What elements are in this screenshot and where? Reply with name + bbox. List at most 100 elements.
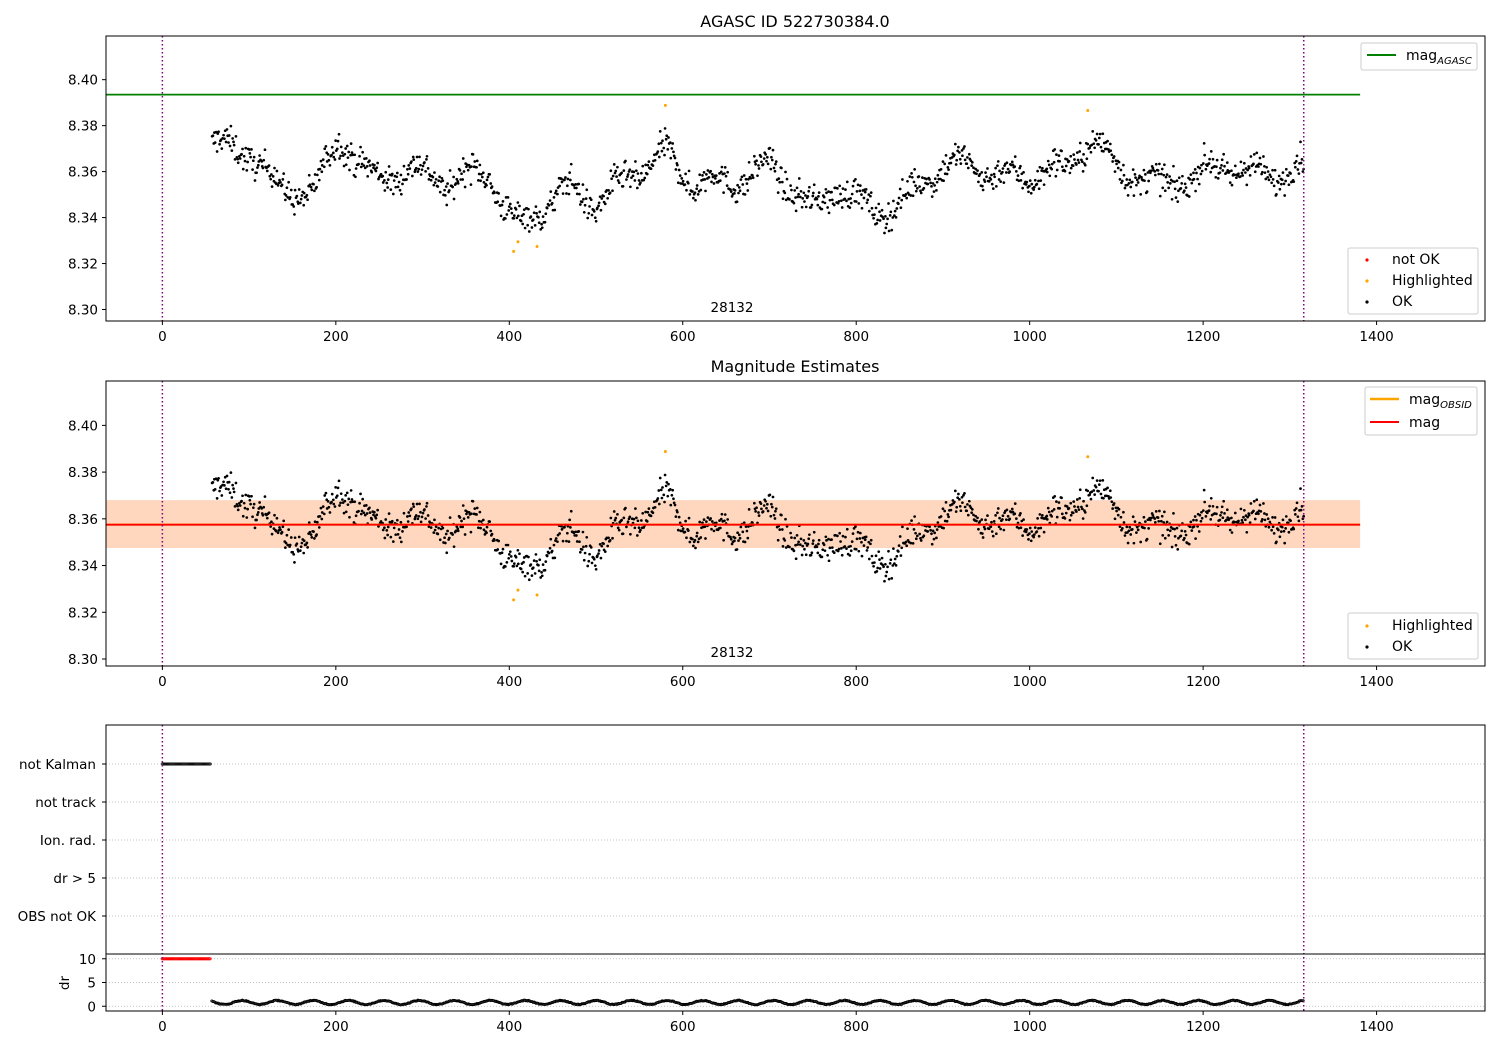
data-point-ok	[1002, 528, 1006, 532]
data-point-ok	[299, 545, 303, 549]
data-point-ok	[341, 151, 344, 154]
data-point-ok	[438, 538, 442, 542]
data-point-ok	[341, 498, 344, 501]
data-point-ok	[232, 143, 236, 147]
flag-point	[201, 762, 205, 766]
data-point-ok	[977, 180, 980, 184]
data-point-ok	[978, 520, 982, 523]
data-point-ok	[386, 186, 389, 189]
data-point-ok	[695, 531, 699, 535]
data-point-ok	[949, 508, 953, 512]
legend-label-mag-obsid: magOBSID	[1409, 392, 1472, 411]
data-point-ok	[1080, 507, 1084, 511]
data-point-ok	[824, 535, 828, 539]
data-point-ok	[540, 226, 544, 230]
flag-point	[182, 762, 186, 766]
data-point-ok	[963, 505, 967, 509]
data-point-ok	[985, 175, 988, 179]
data-point-ok	[739, 525, 743, 529]
data-point-ok	[751, 174, 754, 177]
data-point-ok	[754, 510, 757, 513]
data-point-ok	[797, 192, 800, 196]
data-point-ok	[320, 164, 324, 167]
data-point-ok	[893, 557, 897, 561]
data-point-ok	[299, 197, 303, 201]
data-point-ok	[426, 167, 430, 170]
legend-lines: magOBSID mag	[1364, 386, 1478, 436]
data-point-ok	[436, 532, 440, 536]
data-point-highlighted	[535, 245, 539, 249]
data-point-ok	[566, 531, 569, 535]
data-point-ok	[269, 525, 273, 528]
data-point-ok	[657, 155, 661, 159]
p1-axes: 0 200 400 600 800 1000 1200 14008.308.328.348.3…	[68, 73, 1394, 345]
data-point-ok	[810, 203, 814, 207]
data-point-ok	[543, 220, 547, 224]
data-point-ok	[1033, 178, 1037, 182]
data-point-ok	[1300, 157, 1304, 161]
data-point-ok	[1163, 536, 1167, 540]
data-point-ok	[1133, 173, 1137, 176]
data-point-ok	[609, 516, 613, 520]
data-point-ok	[1255, 498, 1259, 502]
data-point-ok	[1157, 519, 1161, 523]
data-point-ok	[839, 192, 842, 196]
data-point-ok	[755, 159, 758, 163]
data-point-ok	[1202, 141, 1206, 145]
data-point-ok	[1239, 175, 1242, 178]
data-point-ok	[475, 159, 479, 163]
data-point-ok	[384, 170, 388, 174]
data-point-ok	[828, 546, 832, 550]
data-point-ok	[947, 515, 950, 519]
data-point-ok	[1265, 513, 1269, 516]
data-point-ok	[757, 164, 760, 167]
data-point-ok	[321, 505, 325, 509]
data-point-ok	[319, 506, 323, 510]
data-point-ok	[475, 506, 479, 510]
data-point-ok	[841, 187, 845, 190]
data-point-ok	[714, 174, 718, 177]
flag-point	[183, 762, 187, 766]
data-point-ok	[1167, 186, 1171, 190]
data-point-ok	[1092, 489, 1096, 492]
data-point-ok	[830, 538, 833, 541]
data-point-ok	[1039, 526, 1043, 530]
data-point-ok	[886, 565, 889, 569]
data-point-ok	[222, 480, 225, 484]
data-point-ok	[764, 153, 767, 156]
data-point-ok	[485, 525, 489, 529]
flag-point	[205, 762, 209, 766]
data-point-ok	[568, 171, 572, 175]
data-point-ok	[364, 504, 368, 507]
data-point-ok	[228, 144, 232, 148]
data-point-ok	[563, 178, 566, 182]
data-point-ok	[726, 518, 730, 521]
data-point-ok	[561, 192, 565, 195]
data-point-ok	[1072, 153, 1076, 156]
data-point-ok	[339, 145, 343, 149]
data-point-ok	[1175, 179, 1179, 183]
data-point-ok	[795, 533, 799, 537]
data-point-ok	[1085, 157, 1089, 161]
data-point-ok	[656, 497, 660, 500]
data-point-ok	[858, 184, 862, 187]
data-point-ok	[1101, 479, 1105, 482]
data-point-ok	[1179, 186, 1183, 190]
y-tick-label: 8.32	[68, 257, 98, 273]
data-point-ok	[553, 208, 557, 212]
data-point-ok	[578, 550, 582, 554]
data-point-ok	[1115, 162, 1118, 166]
data-point-ok	[935, 528, 939, 531]
data-point-ok	[541, 215, 545, 218]
data-point-ok	[762, 504, 766, 507]
data-point-ok	[990, 530, 994, 533]
data-point-ok	[1165, 173, 1169, 176]
data-point-ok	[1275, 192, 1278, 196]
data-point-ok	[1289, 172, 1292, 175]
data-point-ok	[252, 159, 255, 163]
x-tick-label: 600	[670, 329, 696, 345]
data-point-ok	[1196, 177, 1199, 181]
data-point-ok	[510, 559, 514, 563]
data-point-ok	[1050, 167, 1054, 171]
data-point-ok	[334, 139, 338, 142]
